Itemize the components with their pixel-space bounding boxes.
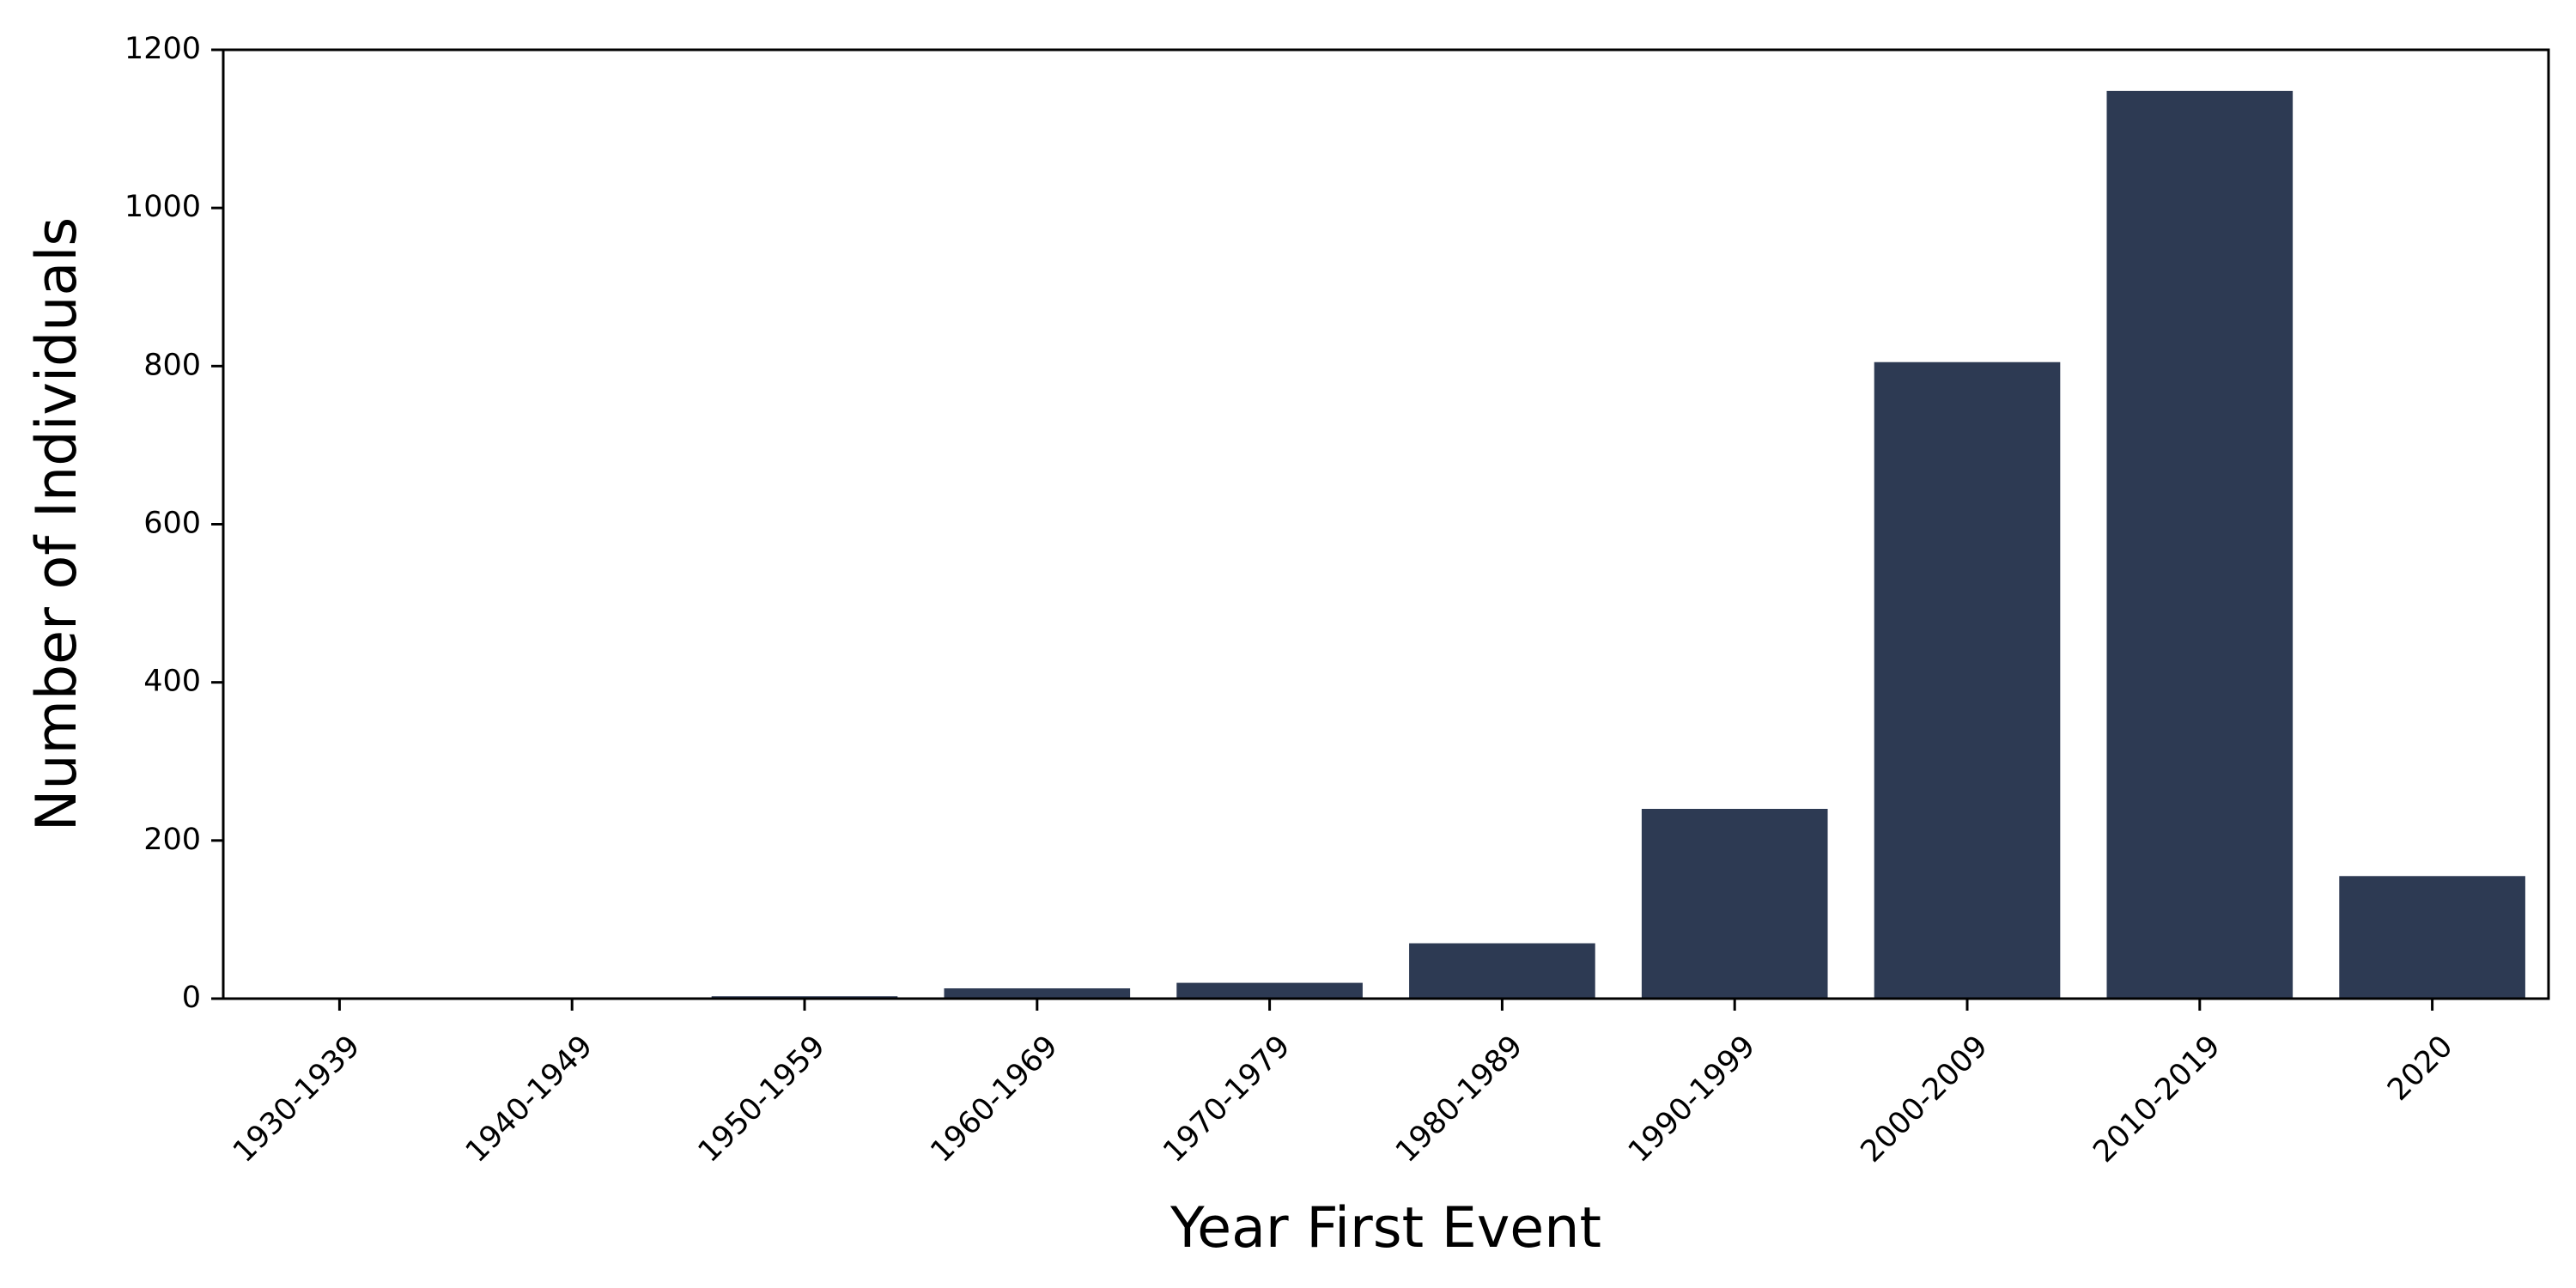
x-tick-label: 1950-1959 xyxy=(692,1030,832,1170)
x-tick-label: 1980-1989 xyxy=(1389,1030,1529,1170)
bar xyxy=(2339,876,2525,999)
x-axis-title: Year First Event xyxy=(1170,1196,1601,1261)
x-tick-label: 1990-1999 xyxy=(1622,1030,1762,1170)
x-tick-label: 2010-2019 xyxy=(2087,1030,2227,1170)
bar xyxy=(944,988,1131,999)
bar xyxy=(1641,809,1828,999)
x-tick-label: 2000-2009 xyxy=(1855,1030,1995,1170)
x-tick-label: 1970-1979 xyxy=(1157,1030,1297,1170)
y-tick-label: 1200 xyxy=(125,32,201,66)
x-axis: 1930-1939 1940-1949 1950-1959 1960-1969 1970… xyxy=(227,999,2459,1170)
x-tick-label: 1930-1939 xyxy=(227,1030,367,1170)
bar xyxy=(1409,943,1595,999)
y-tick-label: 600 xyxy=(143,507,201,541)
y-axis: 0 200 400 600 800 1000 1200 xyxy=(125,32,223,1015)
x-tick-label: 1960-1969 xyxy=(925,1030,1065,1170)
y-tick-label: 400 xyxy=(143,665,201,699)
bar xyxy=(2106,90,2293,999)
x-tick-label: 1940-1949 xyxy=(459,1030,599,1170)
y-axis-title: Number of Individuals xyxy=(25,217,89,832)
bar xyxy=(1874,361,2061,999)
y-tick-label: 200 xyxy=(143,823,201,857)
bar xyxy=(1176,982,1363,999)
y-tick-label: 0 xyxy=(182,981,201,1015)
y-tick-label: 800 xyxy=(143,348,201,382)
bars-group xyxy=(246,90,2525,999)
x-tick-label: 2020 xyxy=(2381,1030,2459,1108)
y-tick-label: 1000 xyxy=(125,190,201,224)
